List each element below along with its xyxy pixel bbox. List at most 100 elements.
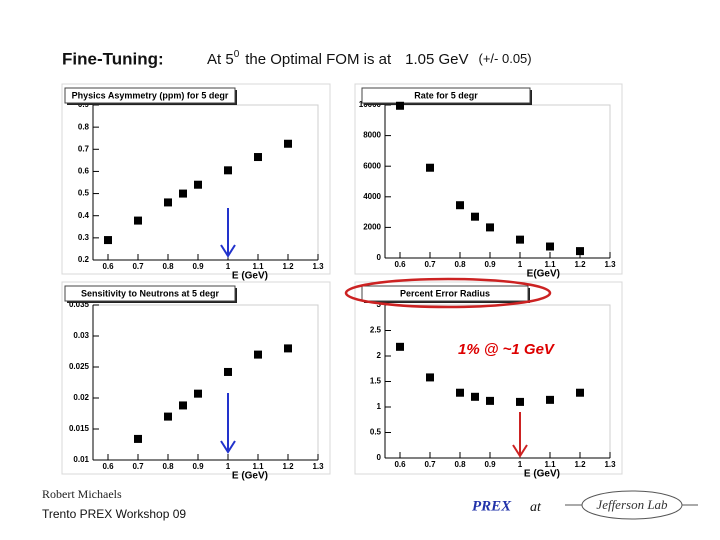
data-point	[426, 373, 434, 382]
chart: 0.01 0.015 0.02 0.025 0.03 0.035 0.6 0.7 0.8 0.9 1…	[61, 281, 331, 482]
annotations	[220, 208, 552, 458]
statement-tolerance: (+/- 0.05)	[479, 51, 532, 66]
data-point	[134, 434, 142, 443]
y-tick-label: 0.5	[370, 428, 382, 437]
chart: 0.20.30.40.50.60.70.80.90.60.70.80.911.1…	[61, 83, 331, 282]
y-tick-label: 0.03	[73, 331, 89, 340]
data-point	[456, 201, 464, 210]
footer-author: Robert Michaels	[42, 487, 122, 501]
y-tick-label: 0.2	[78, 255, 90, 264]
y-tick-label: 8000	[363, 131, 381, 140]
arrow-head	[512, 444, 528, 458]
y-tick-label: 0.6	[78, 167, 90, 176]
statement-value: 1.05 GeV	[405, 51, 468, 68]
x-tick-label: 0.8	[162, 262, 174, 271]
x-tick-label: 1.1	[544, 260, 556, 269]
y-tick-label: 0.7	[78, 144, 90, 153]
y-tick-label: 4000	[363, 192, 381, 201]
y-tick-label: 0	[377, 453, 382, 462]
title-box	[64, 87, 236, 104]
chart-title: Sensitivity to Neutrons at 5 degr	[81, 288, 220, 298]
x-tick-label: 0.8	[454, 460, 466, 469]
x-tick-label: 0.9	[192, 462, 204, 471]
y-tick-label: 6000	[363, 161, 381, 170]
x-tick-label: 1	[518, 260, 523, 269]
statement-superscript: 0	[234, 49, 240, 60]
y-tick-label: 0.025	[69, 362, 90, 371]
chart: 02000400060008000100000.60.70.80.911.11.…	[354, 83, 623, 280]
highlight-ellipse	[344, 277, 552, 309]
x-axis-label: E(GeV)	[527, 269, 560, 280]
y-tick-label: 0.01	[73, 455, 89, 464]
x-tick-label: 0.9	[192, 262, 204, 271]
data-point	[284, 139, 292, 148]
x-tick-label: 1.2	[574, 460, 586, 469]
data-point	[134, 216, 142, 225]
chart-title: Percent Error Radius	[400, 288, 490, 298]
y-tick-label: 0.4	[78, 211, 90, 220]
y-tick-label: 1.5	[370, 377, 382, 386]
data-point	[426, 163, 434, 172]
y-tick-label: 0.8	[78, 122, 90, 131]
data-point	[254, 153, 262, 162]
y-tick-label: 0	[377, 253, 382, 262]
x-tick-label: 0.9	[484, 260, 496, 269]
y-tick-label: 0.3	[78, 233, 90, 242]
x-tick-label: 1.1	[252, 462, 264, 471]
data-point	[194, 180, 202, 189]
x-tick-label: 0.6	[394, 260, 406, 269]
data-point	[456, 388, 464, 397]
chart: 0 0.5 1 1.5 2 2.5 3 0.6 0.7 0.8 0.9 1 1.1 1.2 1.3 E (Ge…	[354, 281, 623, 480]
x-axis-label: E (GeV)	[232, 271, 268, 282]
data-point	[164, 412, 172, 421]
data-point	[546, 242, 554, 251]
header-statement: At 50 the Optimal FOM is at 1.05 GeV (+/- 0…	[207, 49, 532, 68]
footer-at: at	[530, 500, 542, 515]
x-tick-label: 0.7	[424, 260, 436, 269]
data-point	[516, 235, 524, 244]
y-tick-label: 0.015	[69, 424, 90, 433]
x-tick-label: 1.3	[604, 260, 616, 269]
data-point	[104, 236, 112, 245]
arrow-head	[220, 440, 236, 454]
data-point	[224, 166, 232, 175]
statement-part: the Optimal FOM is at	[245, 51, 392, 68]
header-label: Fine-Tuning:	[62, 49, 164, 68]
chart-panel	[61, 281, 331, 475]
x-tick-label: 0.9	[484, 460, 496, 469]
x-tick-label: 0.7	[424, 460, 436, 469]
x-tick-label: 1.3	[604, 460, 616, 469]
y-tick-label: 2000	[363, 223, 381, 232]
data-point	[576, 388, 584, 397]
logo: Jefferson Lab	[565, 490, 698, 520]
x-tick-label: 1.2	[282, 462, 294, 471]
x-tick-label: 0.8	[162, 462, 174, 471]
x-tick-label: 0.6	[102, 462, 114, 471]
x-tick-label: 0.8	[454, 260, 466, 269]
y-tick-label: 0.5	[78, 189, 90, 198]
title-box	[361, 87, 531, 104]
x-axis-label: E (GeV)	[232, 471, 268, 482]
x-tick-label: 0.7	[132, 262, 144, 271]
x-tick-label: 1.1	[544, 460, 556, 469]
data-point	[516, 397, 524, 406]
x-tick-label: 1	[226, 262, 231, 271]
y-tick-label: 0.035	[69, 300, 90, 309]
x-tick-label: 1	[226, 462, 231, 471]
x-tick-label: 1.3	[312, 262, 324, 271]
data-point	[396, 101, 404, 110]
chart-panel	[61, 83, 331, 275]
footer-project: PREX	[472, 498, 512, 514]
x-tick-label: 1.2	[282, 262, 294, 271]
data-point	[224, 367, 232, 376]
data-point	[179, 189, 187, 198]
x-tick-label: 0.7	[132, 462, 144, 471]
logo-text: Jefferson Lab	[596, 497, 668, 512]
footer-event: Trento PREX Workshop 09	[42, 507, 186, 521]
annotation: 1% @ ~1 GeV	[458, 341, 556, 358]
x-axis-label: E (GeV)	[524, 469, 560, 480]
y-tick-label: 2.5	[370, 326, 382, 335]
x-tick-label: 1.1	[252, 262, 264, 271]
